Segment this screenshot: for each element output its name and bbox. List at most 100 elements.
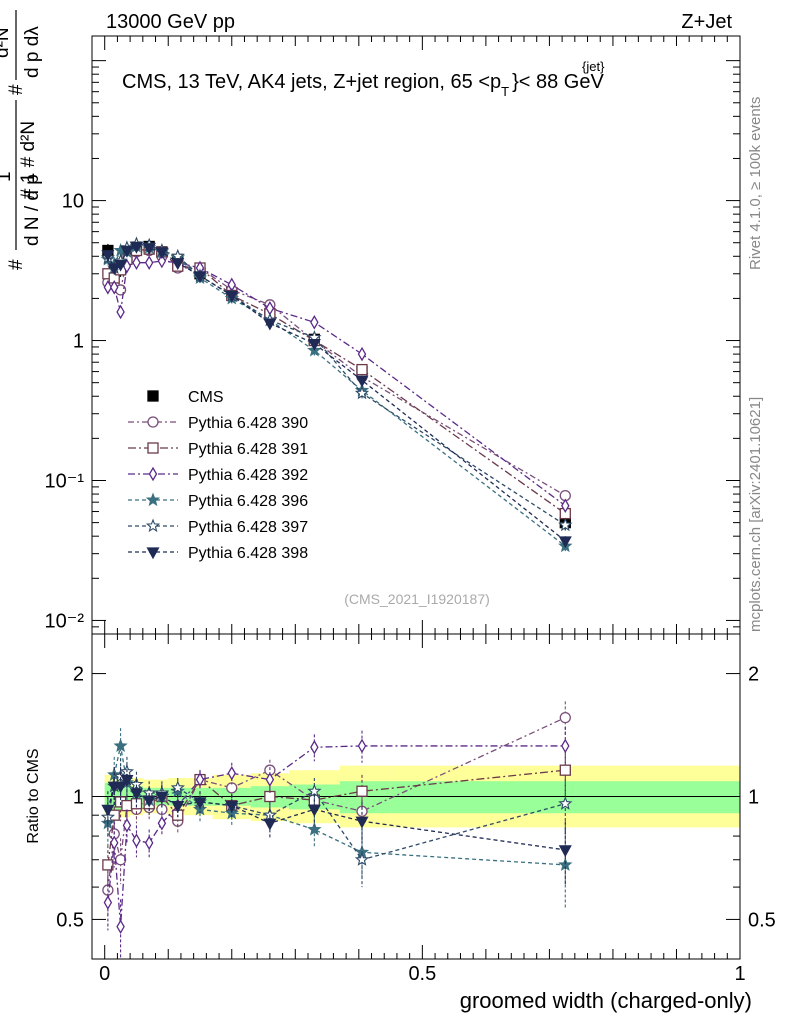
ratio-point: [122, 818, 132, 833]
ratio-ytick-label: 1: [73, 787, 84, 809]
ratio-point: [129, 788, 143, 801]
main-point: [357, 346, 367, 362]
ratio-xlabel: groomed width (charged-only): [460, 988, 752, 1013]
ratio-series-line: [107, 745, 566, 927]
legend-marker: [147, 416, 159, 428]
main-point: [307, 339, 321, 351]
ratio-point: [193, 797, 207, 810]
main-point: [132, 255, 141, 270]
header-left: 13000 GeV pp: [106, 11, 235, 33]
main-point: [558, 536, 572, 549]
ratio-point: [559, 711, 571, 724]
ratio-point: [109, 835, 119, 851]
ratio-point: [307, 783, 322, 798]
ylabel-part-c: d N / d p: [22, 174, 43, 246]
ratio-point: [101, 804, 115, 817]
main-point: [356, 363, 368, 376]
plot-title-end: }< 88 GeV: [512, 71, 604, 93]
ratio-frame: [91, 633, 741, 960]
main-point: [355, 375, 369, 388]
ratio-series-5: [101, 764, 572, 885]
main-series-0: [102, 240, 571, 531]
main-point: [144, 255, 154, 270]
main-series-line: [107, 245, 566, 547]
ratio-point: [225, 800, 239, 813]
ratio-point: [561, 738, 570, 754]
main-point: [263, 318, 277, 331]
ratio-point: [132, 833, 141, 848]
ylabel-part-e: d²N: [0, 27, 13, 58]
main-ytick-label: 10⁻²: [45, 610, 85, 632]
rivet-label: Rivet 4.1.0, ≥ 100k events: [747, 97, 764, 270]
ratio-point: [354, 852, 370, 866]
main-point: [561, 498, 570, 514]
ratio-xtick-label: 1: [734, 963, 745, 985]
main-point: [310, 315, 319, 330]
legend-label: Pythia 6.428 398: [188, 545, 308, 562]
ratio-point: [265, 772, 275, 787]
legend-marker: [145, 518, 161, 533]
ylabel-part-b: 1: [0, 171, 15, 182]
ylabel-part-f: d p dλ: [22, 26, 43, 78]
ratio-point: [170, 780, 185, 794]
ratio-ytick-label-right: 0.5: [748, 909, 776, 931]
ratio-xtick-label: 0: [99, 963, 110, 985]
main-series-6: [101, 241, 572, 549]
ratio-point: [195, 772, 205, 787]
main-series-5: [100, 236, 573, 532]
header-right: Z+Jet: [681, 11, 732, 33]
main-series-1: [102, 244, 571, 502]
ratio-point: [355, 816, 369, 829]
ratio-point: [155, 791, 169, 804]
legend-label: Pythia 6.428 397: [188, 519, 308, 536]
ratio-point: [156, 803, 168, 816]
main-series-3: [103, 253, 570, 514]
ratio-series-line: [107, 745, 566, 866]
ratio-point: [114, 854, 127, 866]
svg-text:# 1 # d²N: # 1 # d²N: [18, 121, 39, 199]
ratio-point: [144, 835, 154, 851]
plot-title-sup: {jet}: [582, 59, 605, 74]
ylabel-part-d: #: [6, 84, 27, 95]
main-series-line: [107, 245, 566, 542]
ratio-ytick-label-right: 1: [748, 787, 759, 809]
ratio-point: [116, 919, 125, 934]
main-series-line: [107, 260, 566, 507]
main-series-4: [100, 239, 573, 553]
ratio-point: [103, 895, 113, 910]
main-point: [558, 517, 573, 532]
legend-marker: [146, 547, 160, 560]
main-point: [107, 263, 121, 276]
main-point: [225, 290, 239, 303]
legend: CMS Pythia 6.428 390 Pythia 6.428 391 Pythi…: [128, 389, 308, 562]
main-point: [142, 243, 156, 256]
plot-title-main: CMS, 13 TeV, AK4 jets, Z+jet region, 65 …: [122, 71, 501, 93]
plot-title-sub: T: [501, 84, 509, 99]
analysis-id: (CMS_2021_I1920187): [344, 591, 490, 607]
ratio-point: [263, 818, 277, 831]
main-point: [129, 241, 143, 254]
ratio-point: [310, 739, 319, 755]
legend-marker: [148, 466, 158, 482]
main-point: [103, 280, 113, 295]
ratio-ytick-label: 0.5: [56, 909, 84, 931]
main-point: [109, 280, 119, 295]
ratio-point: [114, 781, 128, 794]
main-point: [114, 259, 128, 272]
ratio-point: [558, 796, 573, 810]
legend-marker: [147, 442, 159, 454]
main-ytick-label: 1: [73, 331, 84, 353]
mcplots-label: mcplots.cern.ch [arXiv:2401.10621]: [747, 397, 764, 632]
ratio-point: [102, 859, 114, 871]
legend-label: CMS: [188, 389, 224, 406]
ratio-ylabel: Ratio to CMS: [25, 748, 42, 843]
ylabel-text: # 1 # d²N: [18, 121, 39, 199]
ratio-point: [356, 785, 368, 797]
ratio-point: [120, 774, 134, 787]
ratio-point: [357, 738, 367, 754]
main-point: [157, 253, 167, 269]
ratio-point: [307, 804, 321, 817]
main-ytick-label: 10⁻¹: [45, 470, 85, 492]
ratio-point: [264, 790, 276, 803]
plot-title: CMS, 13 TeV, AK4 jets, Z+jet region, 65 …: [122, 71, 604, 99]
